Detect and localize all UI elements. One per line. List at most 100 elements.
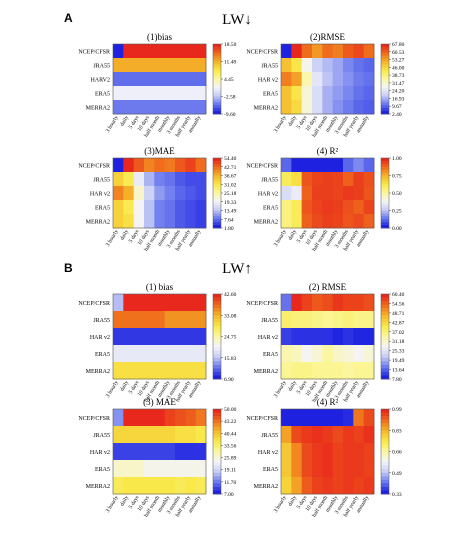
heatmap-cell <box>123 362 135 380</box>
panel-title: (1) bias <box>146 282 174 292</box>
heatmap-cell <box>312 311 323 329</box>
heatmap-cell <box>154 311 166 329</box>
heatmap-cell <box>154 86 166 101</box>
row-label: ERA5 <box>263 205 278 211</box>
colorbar-segment <box>213 102 221 106</box>
heatmap-cell <box>195 294 207 312</box>
heatmap-cell <box>195 409 207 427</box>
heatmap-cell <box>113 58 124 73</box>
heatmap-frame <box>112 293 207 380</box>
colorbar-segment <box>381 469 389 474</box>
colorbar-segment <box>213 371 221 376</box>
heatmap-cell <box>123 409 135 427</box>
colorbar-segment <box>381 325 389 330</box>
heatmap-cell <box>291 172 303 187</box>
heatmap-cell <box>301 426 313 444</box>
colorbar-tick-label: 0.33 <box>392 492 402 498</box>
colorbar-segment <box>381 178 389 182</box>
heatmap-cell <box>133 460 145 478</box>
heatmap-cell <box>133 345 145 363</box>
heatmap-cell <box>195 345 207 363</box>
heatmap-cell <box>175 86 186 101</box>
colorbar-segment <box>213 325 221 330</box>
colorbar-segment <box>213 476 221 481</box>
row-label: JRA55 <box>261 318 278 324</box>
heatmap-cell <box>164 186 176 201</box>
colorbar-segment <box>381 462 389 467</box>
colorbar-segment <box>213 479 221 484</box>
colorbar-segment <box>381 455 389 459</box>
heatmap-cell <box>185 362 197 380</box>
heatmap-cell <box>164 200 176 215</box>
colorbar-tick-label: 31.47 <box>392 81 405 87</box>
colorbar-tick-label: 25.18 <box>224 191 237 197</box>
colorbar-segment <box>213 160 221 165</box>
heatmap-cell <box>185 443 197 461</box>
heatmap-cell <box>113 100 124 115</box>
colorbar-segment <box>213 96 221 100</box>
colorbar-segment <box>381 195 389 200</box>
colorbar-segment <box>213 368 221 373</box>
heatmap-cell <box>343 294 354 312</box>
colorbar-segment <box>213 52 221 57</box>
colorbar-segment <box>381 357 389 362</box>
colorbar-tick-label: 7.64 <box>224 217 234 223</box>
row-label: ERA5 <box>95 91 110 97</box>
colorbar-segment <box>213 201 221 206</box>
row-label: NCEP/CFSR <box>246 49 278 55</box>
colorbar-segment <box>213 61 221 65</box>
colorbar-tick-label: 31.18 <box>392 339 405 345</box>
colorbar-segment <box>213 93 221 97</box>
colorbar-tick-label: 6.90 <box>224 377 234 383</box>
row-label: JRA55 <box>261 177 278 183</box>
heatmap-cell <box>133 362 145 380</box>
heatmap-cell <box>281 186 292 201</box>
heatmap-cell <box>185 186 197 201</box>
row-label: HAR v2 <box>258 77 278 83</box>
colorbar-segment <box>213 297 221 302</box>
colorbar-segment <box>213 412 221 417</box>
heatmap-cell <box>291 460 303 478</box>
heatmap-cell <box>164 460 176 478</box>
colorbar-tick-label: 24.75 <box>224 335 237 341</box>
colorbar-tick-label: 42.71 <box>224 165 237 171</box>
heatmap-panel-a1: (1)bias NCEP/CFSR JRA55 HARV2 ERA5 MERRA2 3 ho… <box>78 32 236 138</box>
heatmap-frame <box>112 408 207 495</box>
heatmap-cell <box>175 44 186 59</box>
column-label: 3 hourly <box>273 115 288 134</box>
colorbar-segment <box>381 87 389 92</box>
heatmap-cell <box>113 311 124 329</box>
colorbar-segment <box>213 455 221 459</box>
heatmap-cell <box>291 426 303 444</box>
row-label: MERRA2 <box>86 219 110 225</box>
heatmap-cell <box>322 44 334 59</box>
heatmap-cell <box>113 186 124 201</box>
colorbar-segment <box>213 465 221 470</box>
colorbar-segment <box>381 419 389 424</box>
heatmap-cell <box>185 44 197 59</box>
heatmap-cell <box>363 362 375 380</box>
heatmap-cell <box>332 100 344 115</box>
row-label: MERRA2 <box>86 105 110 111</box>
colorbar-segment <box>381 70 389 74</box>
colorbar-tick-label: 50.00 <box>224 407 237 413</box>
heatmap-cell <box>123 172 135 187</box>
colorbar-tick-label: 11.78 <box>224 480 236 486</box>
colorbar-tick-label: 11.48 <box>224 60 236 66</box>
heatmap-cell <box>332 172 344 187</box>
heatmap-cell <box>291 158 303 173</box>
colorbar-segment <box>381 184 389 188</box>
colorbar-segment <box>381 486 389 491</box>
colorbar-segment <box>381 201 389 206</box>
heatmap-panel-b1: (1) bias NCEP/CFSR JRA55 HAR v2 ERA5 MERRA2 3 … <box>78 282 236 403</box>
column-label: daily <box>119 115 130 128</box>
colorbar-segment <box>381 301 389 306</box>
heatmap-cell <box>281 294 292 312</box>
colorbar-tick-label: 2.40 <box>392 112 402 118</box>
heatmap-cell <box>144 477 155 495</box>
heatmap-cell <box>133 200 145 215</box>
colorbar-tick-label: 15.83 <box>224 356 237 362</box>
colorbar-segment <box>213 340 221 344</box>
colorbar-segment <box>213 195 221 200</box>
colorbar-tick-label: 0.50 <box>392 191 402 197</box>
